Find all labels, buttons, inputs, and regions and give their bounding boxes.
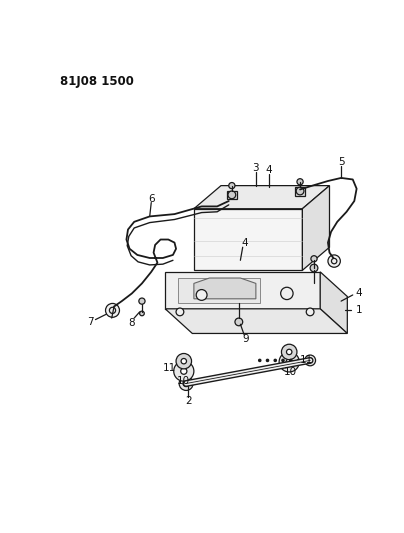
Circle shape	[281, 287, 293, 300]
Circle shape	[235, 318, 243, 326]
Text: 11: 11	[300, 356, 313, 366]
Circle shape	[266, 359, 269, 361]
Circle shape	[311, 256, 317, 262]
Circle shape	[229, 182, 235, 189]
Circle shape	[282, 344, 297, 360]
Polygon shape	[165, 272, 320, 309]
Text: 4: 4	[266, 165, 272, 175]
Polygon shape	[295, 187, 305, 196]
Circle shape	[297, 179, 303, 185]
Circle shape	[140, 311, 144, 316]
Polygon shape	[165, 309, 347, 334]
Circle shape	[296, 187, 304, 195]
Circle shape	[228, 191, 236, 199]
Text: 81J08 1500: 81J08 1500	[60, 75, 134, 88]
Text: 11: 11	[162, 363, 176, 373]
Polygon shape	[302, 185, 330, 270]
Circle shape	[328, 255, 340, 267]
Polygon shape	[179, 278, 260, 303]
Text: 10: 10	[284, 367, 297, 377]
Polygon shape	[194, 278, 256, 299]
Polygon shape	[194, 209, 302, 270]
Circle shape	[305, 355, 316, 366]
Circle shape	[176, 308, 184, 316]
Circle shape	[139, 298, 145, 304]
Text: 4: 4	[355, 288, 362, 297]
Circle shape	[181, 359, 187, 364]
Circle shape	[286, 359, 292, 365]
Polygon shape	[194, 185, 330, 209]
Circle shape	[282, 359, 284, 361]
Circle shape	[297, 359, 300, 361]
Text: 10: 10	[177, 376, 190, 386]
Text: 7: 7	[88, 317, 94, 327]
Circle shape	[105, 303, 120, 317]
Circle shape	[176, 353, 191, 369]
Circle shape	[196, 289, 207, 301]
Text: 9: 9	[242, 334, 249, 344]
Circle shape	[179, 377, 193, 391]
Text: 6: 6	[148, 193, 155, 204]
Circle shape	[174, 361, 194, 381]
Text: 4: 4	[241, 238, 248, 248]
Text: 2: 2	[185, 396, 192, 406]
Circle shape	[274, 359, 276, 361]
Circle shape	[279, 352, 299, 372]
Text: 3: 3	[252, 163, 259, 173]
Circle shape	[310, 264, 318, 272]
Circle shape	[181, 368, 187, 374]
Polygon shape	[227, 191, 236, 199]
Text: 1: 1	[356, 305, 362, 316]
Circle shape	[306, 308, 314, 316]
Text: 5: 5	[338, 157, 345, 167]
Text: 8: 8	[128, 318, 135, 328]
Polygon shape	[320, 272, 347, 334]
Circle shape	[286, 349, 292, 354]
Circle shape	[259, 359, 261, 361]
Circle shape	[290, 359, 292, 361]
